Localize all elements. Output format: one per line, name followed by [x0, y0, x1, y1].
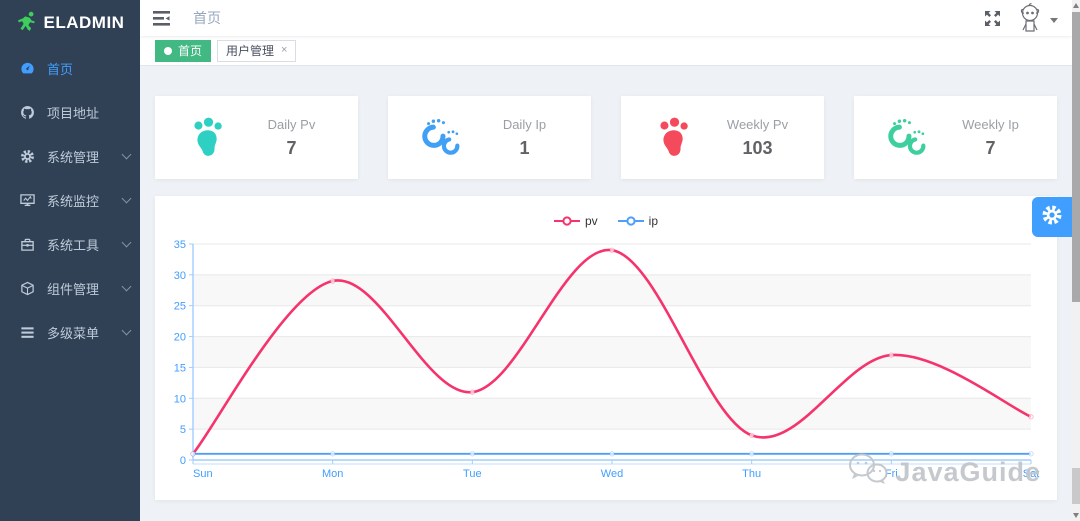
svg-text:10: 10: [174, 393, 186, 405]
toolbox-icon: [20, 237, 35, 252]
running-man-icon: [16, 10, 38, 37]
stat-text: Weekly Pv 103: [705, 117, 824, 159]
sidebar-item-3[interactable]: 系统监控: [0, 178, 140, 222]
stat-text: Daily Pv 7: [239, 117, 358, 159]
list-icon: [20, 325, 35, 340]
stat-card-daily-ip[interactable]: Daily Ip 1: [388, 96, 591, 179]
svg-text:Thu: Thu: [742, 468, 761, 480]
sidebar-item-label: 多级菜单: [47, 325, 100, 341]
footprint-icon: [179, 115, 239, 161]
svg-text:Sun: Sun: [193, 468, 213, 480]
legend-item-pv[interactable]: pv: [553, 214, 598, 228]
stat-value: 1: [519, 137, 530, 158]
chevron-down-icon: [121, 193, 132, 203]
active-dot-icon: [164, 46, 172, 55]
sidebar-item-label: 项目地址: [47, 105, 100, 121]
svg-text:15: 15: [174, 362, 186, 374]
chevron-down-icon: [1050, 17, 1058, 23]
stat-value: 7: [286, 137, 297, 158]
tab-home[interactable]: 首页: [155, 39, 212, 62]
vertical-scrollbar[interactable]: [1072, 0, 1080, 521]
sidebar-item-4[interactable]: 系统工具: [0, 222, 140, 266]
stat-text: Weekly Ip 7: [938, 117, 1057, 159]
sidebar-item-1[interactable]: 项目地址: [0, 90, 140, 134]
stat-text: Daily Ip 1: [472, 117, 591, 159]
settings-button[interactable]: [1032, 197, 1072, 237]
user-avatar[interactable]: [1014, 2, 1058, 34]
sidebar-item-label: 系统管理: [47, 149, 100, 165]
scroll-up-icon[interactable]: [1073, 3, 1079, 8]
legend-marker-icon: [617, 216, 644, 226]
app-title: ELADMIN: [43, 13, 125, 32]
stat-card-daily-pv[interactable]: Daily Pv 7: [155, 96, 358, 179]
svg-text:Mon: Mon: [322, 468, 343, 480]
svg-text:35: 35: [174, 240, 186, 251]
gear-icon: [20, 149, 35, 164]
component-icon: [20, 281, 35, 296]
chevron-down-icon: [121, 237, 132, 247]
sidebar-item-0[interactable]: 首页: [0, 46, 140, 90]
legend-label: ip: [648, 214, 659, 228]
svg-text:25: 25: [174, 301, 186, 313]
topbar: 首页: [140, 0, 1072, 36]
sidebar-item-5[interactable]: 组件管理: [0, 266, 140, 310]
svg-text:Sat: Sat: [1023, 468, 1040, 480]
close-icon[interactable]: ×: [281, 44, 288, 56]
footprint-icon: [645, 115, 705, 161]
legend-label: pv: [584, 214, 598, 228]
tab-user-management[interactable]: 用户管理 ×: [217, 39, 297, 62]
sidebar-item-6[interactable]: 多级菜单: [0, 310, 140, 354]
svg-text:0: 0: [180, 455, 186, 467]
scrollbar-segment: [1072, 468, 1080, 504]
footprints-icon: [878, 115, 938, 161]
stat-label: Weekly Ip: [962, 116, 1019, 132]
chevron-down-icon: [121, 149, 132, 159]
sidebar-item-label: 组件管理: [47, 281, 100, 297]
monitor-icon: [20, 193, 35, 208]
github-icon: [20, 105, 35, 120]
stat-label: Weekly Pv: [726, 116, 789, 132]
tags-view-bar: 首页 用户管理 ×: [140, 36, 1072, 66]
visits-line-chart[interactable]: 0 5 10 15 20 25 30 35 Sun Mon Tue Wed Thu Fri Sat: [155, 240, 1057, 500]
svg-text:5: 5: [180, 424, 186, 436]
stat-value: 7: [985, 137, 996, 158]
svg-text:Wed: Wed: [601, 468, 623, 480]
app-logo[interactable]: ELADMIN: [0, 0, 140, 46]
sidebar-item-label: 首页: [47, 61, 74, 77]
fullscreen-icon[interactable]: [985, 10, 1000, 26]
stat-card-weekly-pv[interactable]: Weekly Pv 103: [621, 96, 824, 179]
stat-card-weekly-ip[interactable]: Weekly Ip 7: [854, 96, 1057, 179]
dashboard-icon: [20, 61, 35, 76]
svg-text:Tue: Tue: [463, 468, 482, 480]
tab-label: 用户管理: [226, 44, 275, 58]
svg-text:Fri: Fri: [885, 468, 898, 480]
legend-marker-icon: [553, 216, 580, 226]
visits-chart-card: pv ip 0 5 10 15 20 25 30 35 Sun Mon Tue Wed Thu Fri Sat…: [155, 196, 1057, 500]
sidebar-collapse-icon[interactable]: [140, 10, 183, 26]
breadcrumb: 首页: [193, 10, 221, 26]
gear-icon: [1041, 204, 1063, 231]
stat-label: Daily Pv: [267, 116, 316, 132]
svg-text:20: 20: [174, 332, 186, 344]
main-content: Daily Pv 7 Daily Ip 1 Weekly Pv 103 Weekly Ip 7…: [140, 66, 1072, 521]
scrollbar-thumb[interactable]: [1072, 12, 1080, 302]
sidebar-item-label: 系统工具: [47, 237, 100, 253]
chevron-down-icon: [121, 325, 132, 335]
sidebar: ELADMIN 首页项目地址系统管理系统监控系统工具组件管理多级菜单: [0, 0, 140, 521]
svg-text:30: 30: [174, 270, 186, 282]
chevron-down-icon: [121, 281, 132, 291]
footprints-icon: [412, 115, 472, 161]
sidebar-item-2[interactable]: 系统管理: [0, 134, 140, 178]
sidebar-item-label: 系统监控: [47, 193, 100, 209]
legend-item-ip[interactable]: ip: [617, 214, 659, 228]
tab-label: 首页: [178, 44, 203, 58]
stat-label: Daily Ip: [502, 116, 547, 132]
stat-value: 103: [742, 137, 773, 158]
scroll-down-icon[interactable]: [1073, 513, 1079, 518]
